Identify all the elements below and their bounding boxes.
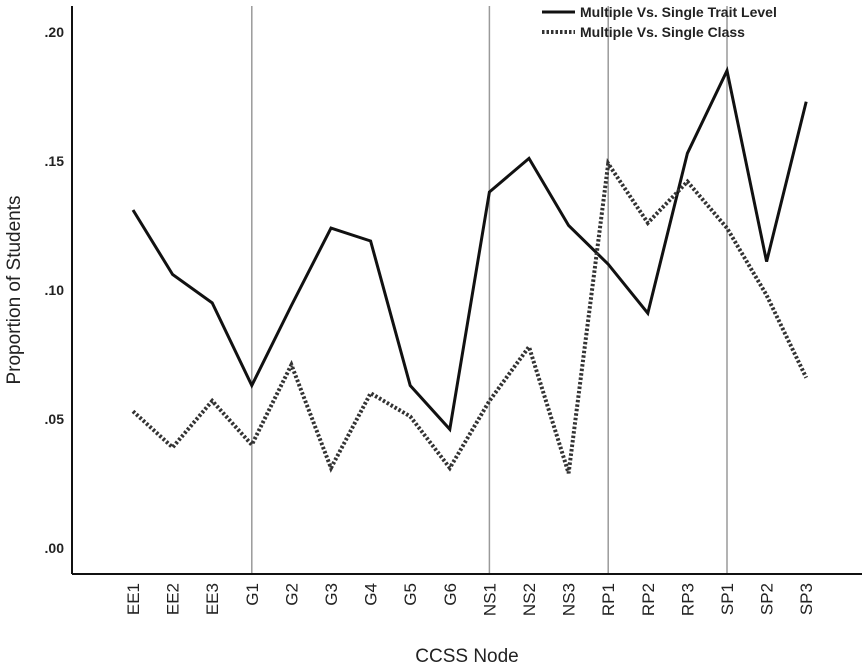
legend-label: Multiple Vs. Single Trait Level <box>580 4 777 20</box>
x-tick-label: G3 <box>322 583 341 606</box>
x-tick-label: G4 <box>362 583 381 606</box>
x-tick-label: SP2 <box>758 583 777 615</box>
x-axis-title: CCSS Node <box>415 646 519 667</box>
x-tick-label: G1 <box>243 583 262 606</box>
y-tick-label: .10 <box>45 282 65 298</box>
legend: Multiple Vs. Single Trait Level Multiple … <box>542 4 777 40</box>
series-line-2 <box>131 158 809 474</box>
y-tick-label: .20 <box>45 24 65 40</box>
x-tick-label: RP2 <box>639 583 658 616</box>
x-tick-label: RP3 <box>678 583 697 616</box>
legend-label: Multiple Vs. Single Class <box>580 24 745 40</box>
x-tick-label: G6 <box>441 583 460 606</box>
y-tick-label: .15 <box>45 153 65 169</box>
y-tick-label: .00 <box>45 540 65 556</box>
x-tick-label: EE1 <box>124 583 143 615</box>
x-tick-label: EE2 <box>164 583 183 615</box>
x-tick-label: NS2 <box>520 583 539 616</box>
x-tick-label: G5 <box>401 583 420 606</box>
x-tick-label: SP3 <box>797 583 816 615</box>
series-lines <box>131 66 809 474</box>
x-tick-label: RP1 <box>599 583 618 616</box>
x-tick-label: EE3 <box>203 583 222 615</box>
x-tick-label: NS3 <box>560 583 579 616</box>
y-axis-title: Proportion of Students <box>4 195 25 384</box>
x-axis-ticks: EE1 EE2 EE3 G1 G2 G3 G4 G5 G6 NS1 NS2 NS3 RP1 RP2 RP3 S… <box>124 583 816 616</box>
y-tick-label: .05 <box>45 411 65 427</box>
series-line-1 <box>131 66 808 433</box>
x-tick-label: NS1 <box>480 583 499 616</box>
y-axis-ticks: .00 .05 .10 .15 .20 <box>45 24 65 556</box>
x-tick-label: G2 <box>282 583 301 606</box>
x-tick-label: SP1 <box>718 583 737 615</box>
reference-lines <box>251 6 728 574</box>
